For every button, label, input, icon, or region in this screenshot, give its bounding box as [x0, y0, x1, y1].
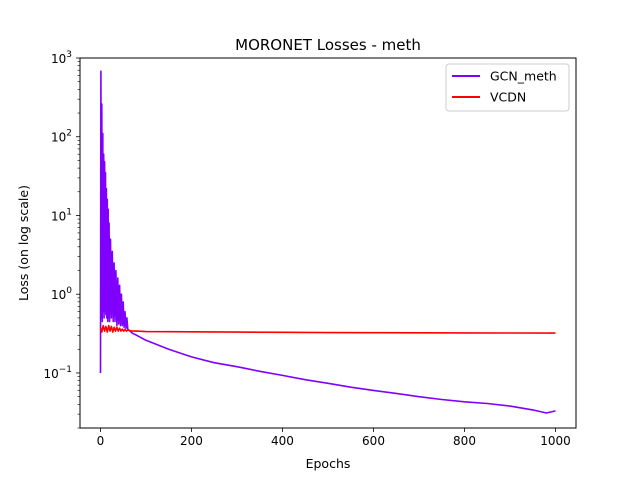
y-tick-label: 100	[51, 286, 72, 302]
x-tick-label: 200	[180, 434, 203, 448]
x-axis-label: Epochs	[306, 456, 351, 471]
x-tick-label: 400	[271, 434, 294, 448]
chart-title: MORONET Losses - meth	[235, 36, 421, 54]
series-layer	[99, 70, 556, 414]
y-tick-label: 10−1	[43, 365, 72, 381]
series-line-gcn-meth	[99, 70, 556, 414]
legend: GCN_meth VCDN	[445, 63, 570, 112]
x-tick-label: 0	[97, 434, 105, 448]
x-tick-label: 800	[453, 434, 476, 448]
y-tick-label: 103	[51, 50, 72, 66]
y-axis-ticks: 10−1 100 101 102 103	[43, 50, 80, 429]
x-tick-label: 1000	[540, 434, 571, 448]
x-tick-label: 600	[362, 434, 385, 448]
x-axis-ticks: 0 200 400 600 800 1000	[97, 428, 571, 448]
legend-label-gcn-meth: GCN_meth	[490, 69, 557, 84]
y-tick-label: 101	[51, 207, 72, 223]
legend-label-vcdn: VCDN	[490, 90, 526, 105]
y-tick-label: 102	[51, 129, 72, 145]
plot-frame	[79, 57, 577, 429]
series-line-vcdn	[99, 324, 556, 334]
y-axis-label: Loss (on log scale)	[16, 185, 31, 301]
